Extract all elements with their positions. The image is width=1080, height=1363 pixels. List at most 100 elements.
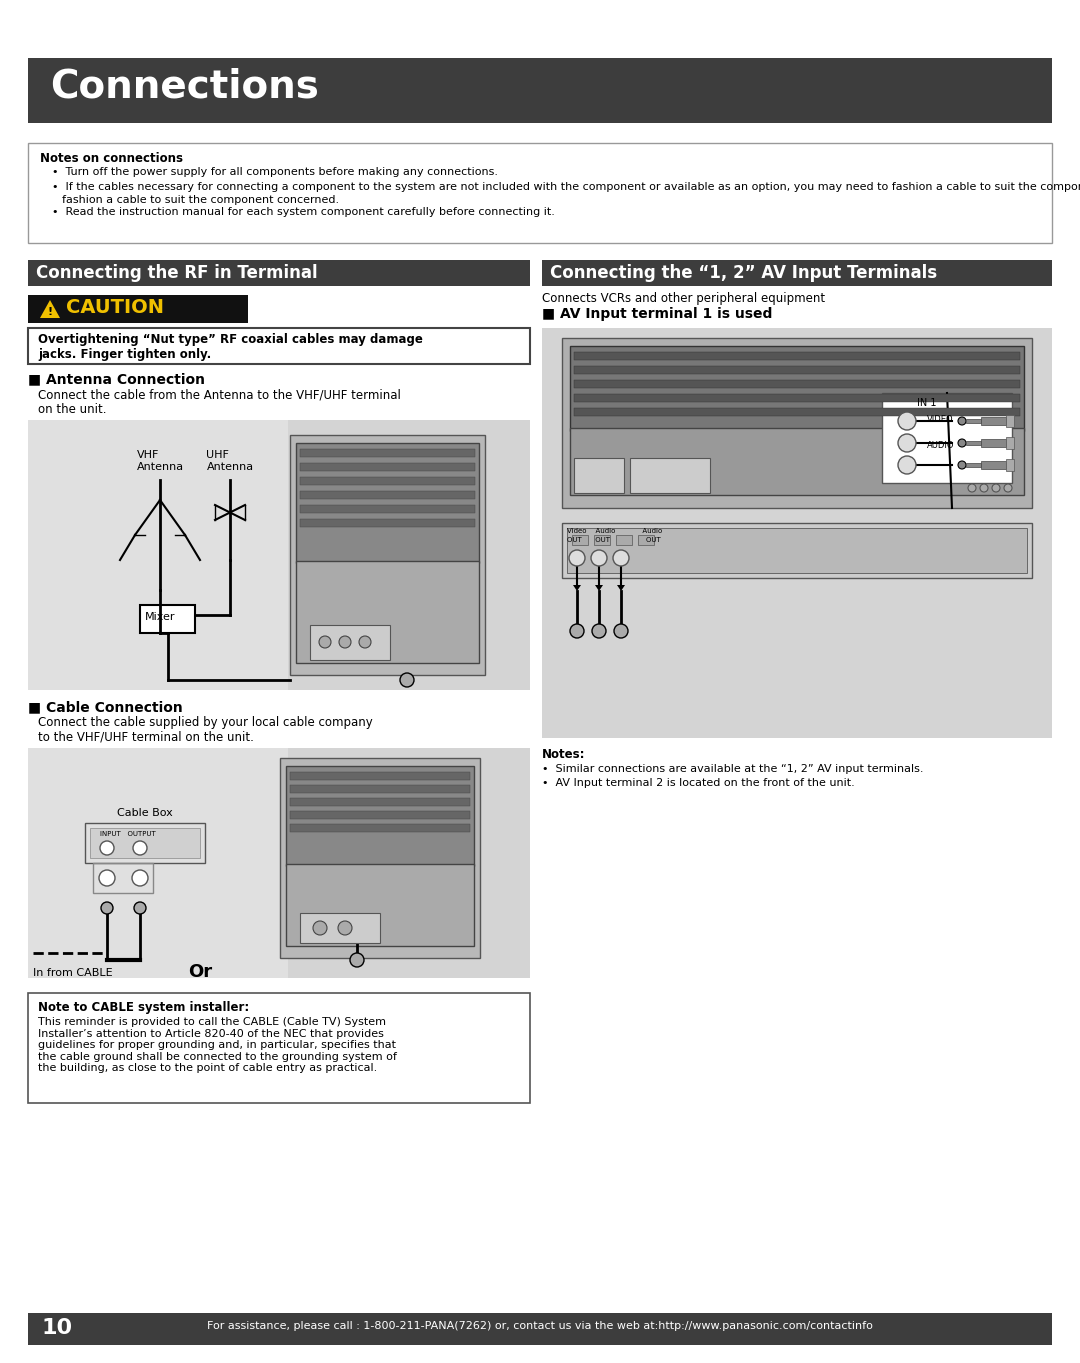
Text: Connect the cable from the Antenna to the VHF/UHF terminal
on the unit.: Connect the cable from the Antenna to th…: [38, 388, 401, 416]
Circle shape: [359, 637, 372, 647]
Circle shape: [980, 484, 988, 492]
Circle shape: [99, 870, 114, 886]
Bar: [966, 463, 981, 468]
Bar: [291, 785, 470, 793]
Bar: [28, 748, 530, 979]
Bar: [28, 294, 248, 323]
Bar: [286, 766, 474, 866]
Text: Mixer: Mixer: [145, 612, 175, 622]
Bar: [291, 797, 470, 806]
Bar: [570, 346, 1024, 431]
Polygon shape: [595, 585, 603, 592]
Text: Connect the cable supplied by your local cable company
to the VHF/UHF terminal o: Connect the cable supplied by your local…: [38, 716, 373, 744]
Circle shape: [400, 673, 414, 687]
Text: CAUTION: CAUTION: [66, 298, 164, 318]
Text: fashion a cable to suit the component concerned.: fashion a cable to suit the component co…: [62, 195, 339, 204]
Bar: [28, 748, 288, 979]
Text: •  If the cables necessary for connecting a component to the system are not incl: • If the cables necessary for connecting…: [52, 183, 1080, 192]
Text: Connections: Connections: [50, 68, 319, 106]
Text: 10: 10: [42, 1318, 73, 1338]
Bar: [1005, 414, 1014, 427]
Circle shape: [592, 624, 606, 638]
Circle shape: [1004, 484, 1012, 492]
Circle shape: [339, 637, 351, 647]
Bar: [542, 328, 1052, 737]
Text: •  Turn off the power supply for all components before making any connections.: • Turn off the power supply for all comp…: [52, 168, 498, 177]
Polygon shape: [617, 585, 625, 592]
Text: IN 1: IN 1: [917, 398, 936, 408]
Text: VIDEO: VIDEO: [927, 414, 954, 424]
Circle shape: [897, 457, 916, 474]
Bar: [291, 825, 470, 831]
Text: Cable Box: Cable Box: [117, 808, 173, 818]
Bar: [300, 448, 475, 457]
Circle shape: [134, 902, 146, 915]
Bar: [966, 418, 981, 423]
Bar: [573, 352, 1020, 360]
Circle shape: [968, 484, 976, 492]
Bar: [573, 458, 624, 493]
Circle shape: [569, 551, 585, 566]
Text: This reminder is provided to call the CABLE (Cable TV) System
Installer’s attent: This reminder is provided to call the CA…: [38, 1017, 396, 1074]
Circle shape: [958, 439, 966, 447]
Text: Notes:: Notes:: [542, 748, 585, 761]
Bar: [296, 562, 480, 662]
Text: ■ Cable Connection: ■ Cable Connection: [28, 701, 183, 714]
Text: Note to CABLE system installer:: Note to CABLE system installer:: [38, 1000, 249, 1014]
Bar: [291, 811, 470, 819]
Text: ■ Antenna Connection: ■ Antenna Connection: [28, 372, 205, 386]
Circle shape: [958, 461, 966, 469]
Circle shape: [897, 412, 916, 429]
Bar: [286, 864, 474, 946]
Text: Notes on connections: Notes on connections: [40, 153, 183, 165]
Text: In from CABLE: In from CABLE: [33, 968, 112, 979]
Circle shape: [613, 551, 629, 566]
Bar: [562, 523, 1032, 578]
Text: Or: Or: [188, 964, 212, 981]
Bar: [28, 994, 530, 1103]
Bar: [573, 380, 1020, 388]
Text: !: !: [48, 307, 53, 318]
Bar: [280, 758, 480, 958]
Bar: [573, 408, 1020, 416]
Bar: [562, 338, 1032, 508]
Text: Connects VCRs and other peripheral equipment: Connects VCRs and other peripheral equip…: [542, 292, 825, 305]
Bar: [296, 443, 480, 563]
Bar: [300, 477, 475, 485]
Circle shape: [958, 417, 966, 425]
Bar: [616, 536, 632, 545]
Text: UHF
Antenna: UHF Antenna: [206, 450, 254, 472]
Circle shape: [350, 953, 364, 966]
Bar: [570, 428, 1024, 495]
Text: INPUT   OUTPUT: INPUT OUTPUT: [100, 831, 156, 837]
Bar: [300, 463, 475, 472]
Circle shape: [897, 433, 916, 453]
Polygon shape: [40, 300, 60, 318]
Bar: [981, 461, 1005, 469]
Bar: [28, 420, 530, 690]
Bar: [573, 394, 1020, 402]
Bar: [300, 913, 380, 943]
Bar: [28, 420, 288, 690]
Bar: [981, 417, 1005, 425]
Circle shape: [100, 841, 114, 855]
Bar: [140, 605, 195, 632]
Text: Overtightening “Nut type” RF coaxial cables may damage
jacks. Finger tighten onl: Overtightening “Nut type” RF coaxial cab…: [38, 333, 423, 361]
Text: •  AV Input terminal 2 is located on the front of the unit.: • AV Input terminal 2 is located on the …: [542, 778, 854, 788]
Text: VHF
Antenna: VHF Antenna: [136, 450, 184, 472]
Bar: [28, 260, 530, 286]
Text: •  Similar connections are available at the “1, 2” AV input terminals.: • Similar connections are available at t…: [542, 765, 923, 774]
Bar: [573, 367, 1020, 373]
Bar: [300, 491, 475, 499]
Circle shape: [102, 902, 113, 915]
Circle shape: [132, 870, 148, 886]
Bar: [93, 863, 153, 893]
Bar: [882, 393, 1012, 483]
Text: Connecting the “1, 2” AV Input Terminals: Connecting the “1, 2” AV Input Terminals: [550, 264, 937, 282]
Text: OUT      OUT                OUT: OUT OUT OUT: [567, 537, 661, 542]
Text: ■ AV Input terminal 1 is used: ■ AV Input terminal 1 is used: [542, 307, 772, 322]
Bar: [28, 59, 1052, 123]
Bar: [542, 260, 1052, 286]
Bar: [28, 1313, 1052, 1345]
Bar: [1005, 438, 1014, 448]
